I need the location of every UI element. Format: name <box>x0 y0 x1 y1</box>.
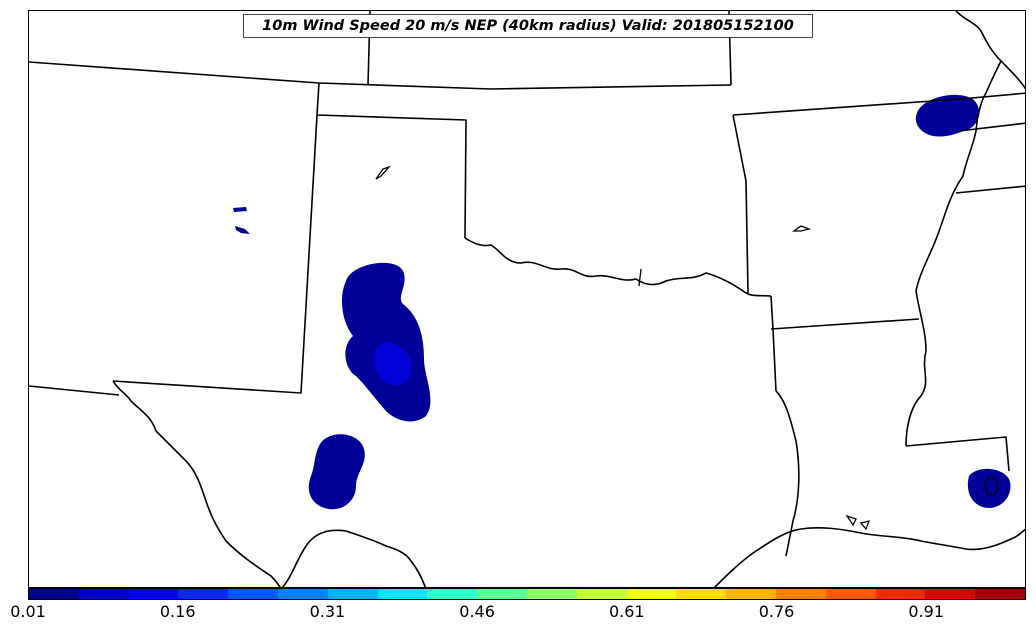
colorbar-segment <box>526 589 577 599</box>
probability-area-tennessee <box>915 94 980 137</box>
colorbar-segment <box>327 589 378 599</box>
colorbar-segment <box>676 589 727 599</box>
colorbar-segment <box>277 589 328 599</box>
colorbar-segment <box>925 589 976 599</box>
colorbar-tick-label: 0.31 <box>309 602 346 621</box>
map-canvas <box>29 11 1025 587</box>
colorbar-segment <box>29 589 79 599</box>
colorbar-segment <box>78 589 129 599</box>
colorbar-segment <box>825 589 876 599</box>
colorbar-segment <box>477 589 527 599</box>
colorbar-segment <box>626 589 677 599</box>
map-title: 10m Wind Speed 20 m/s NEP (40km radius) … <box>243 14 813 38</box>
probability-area-louisiana <box>967 468 1011 509</box>
colorbar-segment <box>576 589 627 599</box>
colorbar-segment <box>427 589 478 599</box>
probability-speck-new-mexico-a <box>233 207 247 212</box>
colorbar-tick-label: 0.76 <box>758 602 795 621</box>
probability-speck-new-mexico-b <box>235 226 250 234</box>
probability-area-west-texas-core <box>374 342 412 386</box>
probability-areas <box>233 94 1011 510</box>
state-borders <box>29 11 1025 587</box>
map-panel <box>28 10 1026 588</box>
colorbar-tick-label: 0.01 <box>10 602 46 621</box>
probability-area-west-texas <box>341 262 431 422</box>
colorbar-segment <box>377 589 428 599</box>
colorbar-segment <box>775 589 826 599</box>
colorbar-tick-label: 0.16 <box>159 602 196 621</box>
colorbar-segment <box>128 589 179 599</box>
colorbar-tick-label: 0.91 <box>908 602 944 621</box>
colorbar-segment <box>178 589 229 599</box>
colorbar-tick-label: 0.61 <box>608 602 645 621</box>
colorbar-segment <box>975 589 1025 599</box>
colorbar-segment <box>726 589 776 599</box>
lakes <box>375 165 999 531</box>
colorbar-tick-label: 0.46 <box>459 602 495 621</box>
colorbar-segment <box>875 589 926 599</box>
colorbar-segment <box>228 589 278 599</box>
probability-area-southwest-texas <box>308 434 365 510</box>
colorbar <box>28 588 1026 600</box>
